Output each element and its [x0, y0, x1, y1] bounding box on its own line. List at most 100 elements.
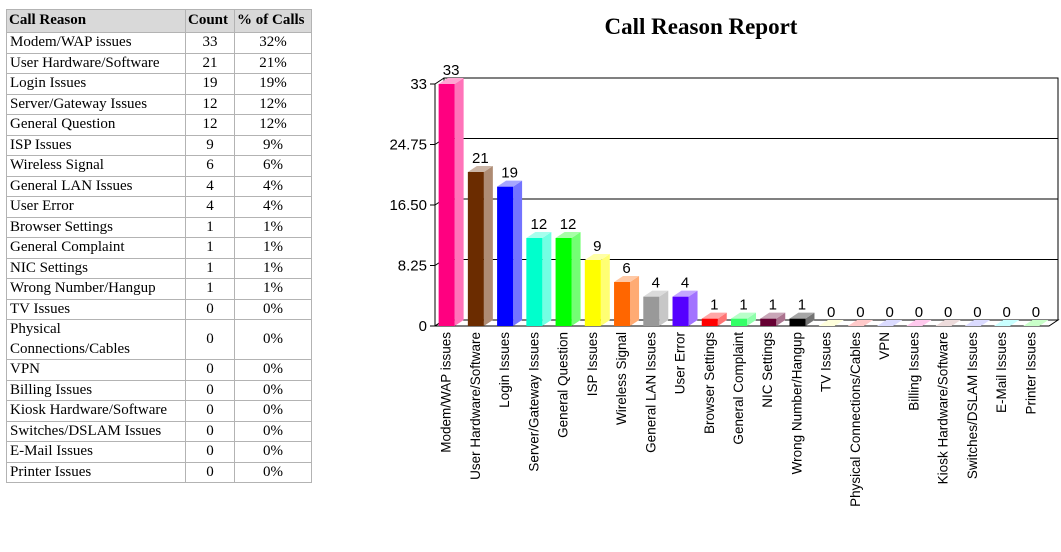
table-row: Wrong Number/Hangup 1 1%: [6, 278, 312, 300]
bar-top: [584, 254, 610, 260]
data-label: 33: [443, 62, 460, 79]
y-tick-label: 0: [419, 318, 427, 335]
x-tick-label: E-Mail Issues: [994, 332, 1009, 413]
bar-top: [906, 320, 932, 326]
bar: [614, 276, 640, 326]
bar: [906, 320, 932, 326]
cell-pct: 12%: [234, 114, 312, 136]
bar-front: [643, 296, 660, 326]
bar-top: [438, 78, 464, 84]
x-tick-label: User Hardware/Software: [468, 332, 483, 480]
bar-side: [688, 290, 698, 326]
bar-top: [672, 290, 698, 297]
bar-top: [964, 320, 990, 326]
chart-title: Call Reason Report: [605, 14, 798, 39]
bar: [789, 312, 815, 326]
table-row: Browser Settings 1 1%: [6, 216, 312, 238]
data-label: 12: [530, 216, 547, 233]
bar: [526, 232, 552, 326]
data-label: 19: [501, 165, 518, 182]
bar-side: [513, 180, 523, 326]
table-row: General Question 12 12%: [6, 114, 312, 136]
y-tick-label: 33: [410, 76, 427, 93]
cell-reason: Wrong Number/Hangup: [6, 278, 186, 300]
data-label: 0: [1002, 304, 1010, 321]
x-tick-label: User Error: [673, 332, 688, 395]
chart-bars: 33 21 19 12 12 9 6 4 4 1 1 1 1 0 0 0 0 0 0 0 0: [438, 62, 1049, 326]
data-label: 1: [739, 297, 747, 314]
call-reason-table: Call Reason Count % of Calls Modem/WAP i…: [6, 9, 312, 483]
x-tick-label: General Question: [556, 332, 571, 438]
data-label: 21: [472, 150, 489, 167]
cell-count: 0: [185, 319, 235, 360]
bar-top: [467, 166, 493, 172]
cell-pct: 0%: [234, 319, 312, 360]
data-label: 0: [944, 304, 952, 321]
cell-reason: ISP Issues: [6, 134, 186, 156]
data-label: 0: [886, 304, 894, 321]
bar-side: [454, 78, 464, 326]
bar-side: [747, 312, 756, 326]
data-label: 0: [1032, 304, 1040, 321]
bar-top: [789, 312, 815, 319]
bar: [964, 320, 990, 326]
data-label: 12: [560, 216, 577, 233]
data-label: 4: [681, 275, 689, 292]
table-row: Kiosk Hardware/Software 0 0%: [6, 400, 312, 422]
cell-reason: General Complaint: [6, 237, 186, 259]
data-label: 1: [710, 297, 718, 314]
data-label: 1: [769, 297, 777, 314]
bar: [438, 78, 464, 326]
bar-side: [571, 232, 581, 326]
data-label: 0: [915, 304, 923, 321]
y-tick-label: 16.50: [389, 197, 427, 214]
cell-reason: General Question: [6, 114, 186, 136]
table-header-row: Call Reason Count % of Calls: [6, 9, 312, 33]
bar-side: [630, 276, 640, 326]
cell-pct: 4%: [234, 175, 312, 197]
bar: [497, 180, 523, 326]
data-label: 0: [856, 304, 864, 321]
data-label: 0: [973, 304, 981, 321]
bar-front: [789, 318, 806, 326]
x-tick-label: TV Issues: [819, 332, 834, 392]
x-tick-label: Switches/DSLAM Issues: [965, 332, 980, 479]
cell-reason: Browser Settings: [6, 216, 186, 238]
cell-reason: Login Issues: [6, 73, 186, 95]
bar-front: [438, 84, 455, 326]
x-tick-label: Billing Issues: [906, 332, 921, 411]
bar-front: [614, 282, 631, 326]
table-row: Physical Connections/Cables 0 0%: [6, 319, 312, 360]
bar-top: [847, 320, 873, 326]
bar: [555, 232, 581, 326]
x-tick-label: Kiosk Hardware/Software: [936, 332, 951, 484]
table-row: General Complaint 1 1%: [6, 237, 312, 259]
bar-front: [526, 238, 543, 326]
bar-top: [994, 320, 1020, 326]
cell-reason: Printer Issues: [6, 461, 186, 483]
x-tick-label: General Complaint: [731, 332, 746, 445]
bar: [731, 312, 756, 326]
cell-pct: 12%: [234, 93, 312, 115]
bar-front: [672, 296, 689, 326]
bar-front: [497, 186, 514, 326]
header-count: Count: [185, 9, 235, 33]
bar-side: [776, 312, 786, 326]
x-tick-label: Browser Settings: [702, 332, 717, 434]
cell-count: 21: [185, 52, 235, 74]
bar-side: [805, 312, 815, 326]
bar: [994, 320, 1020, 326]
x-tick-label: Wireless Signal: [614, 332, 629, 425]
bar-side: [542, 232, 552, 326]
bar: [467, 166, 493, 326]
bar: [672, 290, 698, 326]
x-tick-label: VPN: [877, 332, 892, 360]
bar-side: [600, 254, 610, 326]
cell-pct: 0%: [234, 441, 312, 463]
x-tick-label: General LAN Issues: [643, 332, 658, 453]
bar-front: [467, 172, 484, 326]
table-body: Modem/WAP issues 33 32% User Hardware/Softw…: [6, 32, 312, 483]
data-label: 4: [652, 275, 660, 292]
bar: [877, 320, 903, 326]
chart-axes: 0 8.25 16.50 24.75 33 Modem/WAP issues User Ha…: [389, 76, 1038, 507]
